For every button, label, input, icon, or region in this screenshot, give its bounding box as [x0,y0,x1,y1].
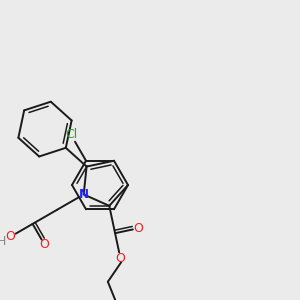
Text: O: O [5,230,15,243]
Text: H: H [0,235,6,248]
Text: N: N [79,188,89,201]
Text: Cl: Cl [65,128,77,141]
Text: O: O [116,252,125,265]
Text: O: O [133,222,143,235]
Text: O: O [39,238,49,250]
